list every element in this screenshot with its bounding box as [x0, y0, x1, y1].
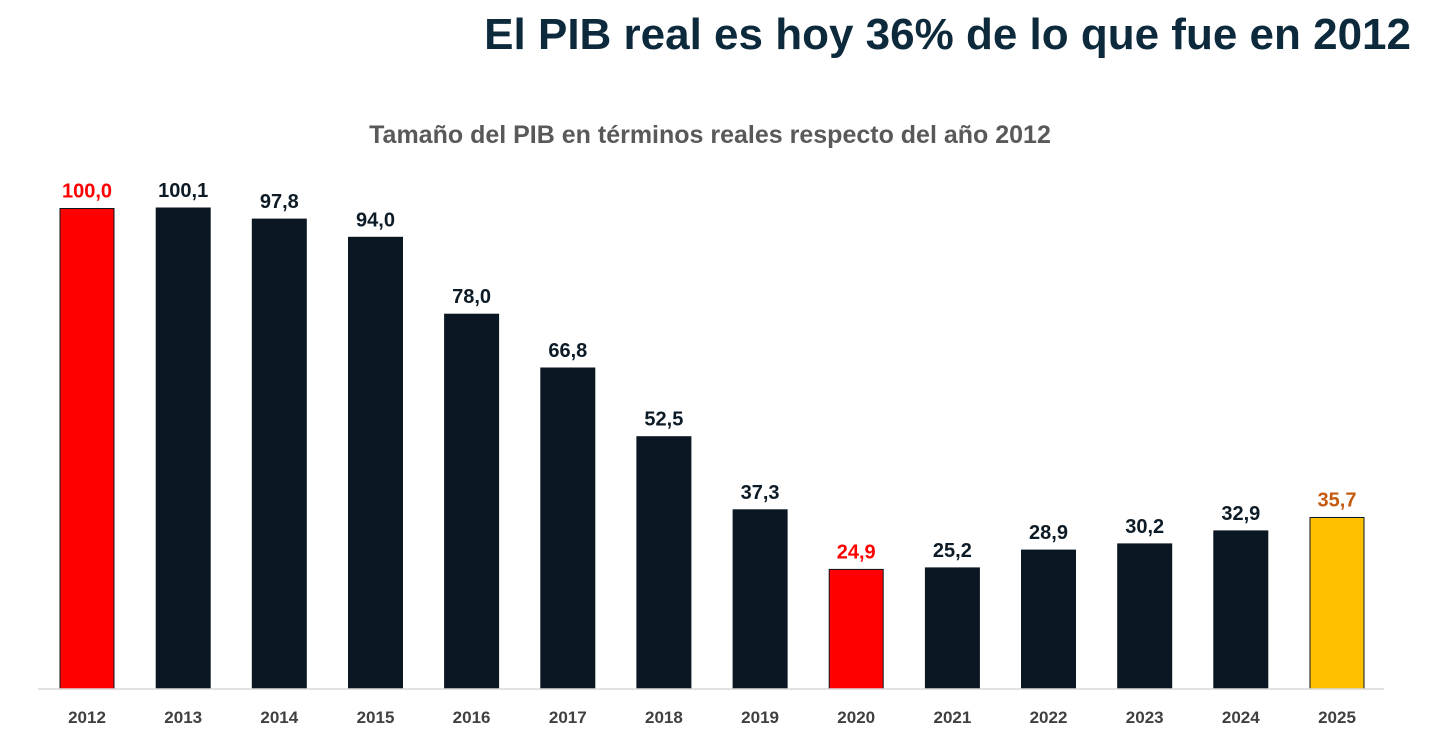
x-tick-label-2013: 2013	[164, 708, 202, 727]
x-tick-label-2012: 2012	[68, 708, 106, 727]
bar-2017	[540, 367, 596, 690]
x-tick-label-2019: 2019	[741, 708, 779, 727]
value-label-2019: 37,3	[741, 482, 780, 504]
bar-2025	[1309, 517, 1365, 690]
bars-group	[59, 207, 1365, 690]
chart-title: Tamaño del PIB en términos reales respec…	[369, 121, 1051, 149]
bar-2019	[732, 509, 788, 690]
value-label-2020: 24,9	[837, 541, 876, 563]
x-tick-label-2020: 2020	[837, 708, 875, 727]
bar-2018	[636, 436, 692, 690]
value-label-2022: 28,9	[1029, 522, 1068, 544]
bar-2020	[828, 568, 884, 690]
bar-2022	[1021, 549, 1076, 690]
bar-2016	[444, 313, 500, 690]
x-tick-labels-group: 2012 2013 2014 2015 2016 2017 2018 2019 2020 2021…	[68, 708, 1356, 727]
value-label-2013: 100,1	[158, 180, 208, 202]
value-label-2025: 35,7	[1318, 490, 1357, 512]
bar-2013	[155, 207, 211, 690]
value-label-2017: 66,8	[548, 340, 587, 362]
headline: El PIB real es hoy 36% de lo que fue en …	[484, 10, 1411, 59]
value-label-2018: 52,5	[644, 409, 683, 431]
x-tick-label-2021: 2021	[933, 708, 971, 727]
bar-2012	[59, 208, 115, 690]
bar-2021	[924, 567, 980, 690]
value-label-2016: 78,0	[452, 286, 491, 308]
x-tick-label-2023: 2023	[1126, 708, 1164, 727]
bar-2015	[348, 236, 403, 690]
value-label-2024: 32,9	[1221, 503, 1260, 525]
x-tick-label-2014: 2014	[260, 708, 298, 727]
x-tick-label-2017: 2017	[549, 708, 587, 727]
value-label-2015: 94,0	[356, 209, 395, 231]
value-label-2023: 30,2	[1125, 516, 1164, 538]
x-tick-label-2022: 2022	[1030, 708, 1068, 727]
value-label-2012: 100,0	[62, 181, 112, 203]
value-labels-group: 100,0 100,1 97,8 94,0 78,0 66,8 52,5 37,3 24,9 25…	[62, 180, 1357, 563]
value-label-2021: 25,2	[933, 540, 972, 562]
bar-2024	[1213, 530, 1269, 690]
value-label-2014: 97,8	[260, 191, 299, 213]
x-tick-label-2016: 2016	[453, 708, 491, 727]
x-tick-label-2025: 2025	[1318, 708, 1356, 727]
bar-2023	[1117, 543, 1173, 690]
x-tick-label-2024: 2024	[1222, 708, 1260, 727]
x-tick-label-2015: 2015	[357, 708, 395, 727]
x-tick-label-2018: 2018	[645, 708, 683, 727]
bar-2014	[251, 218, 307, 690]
